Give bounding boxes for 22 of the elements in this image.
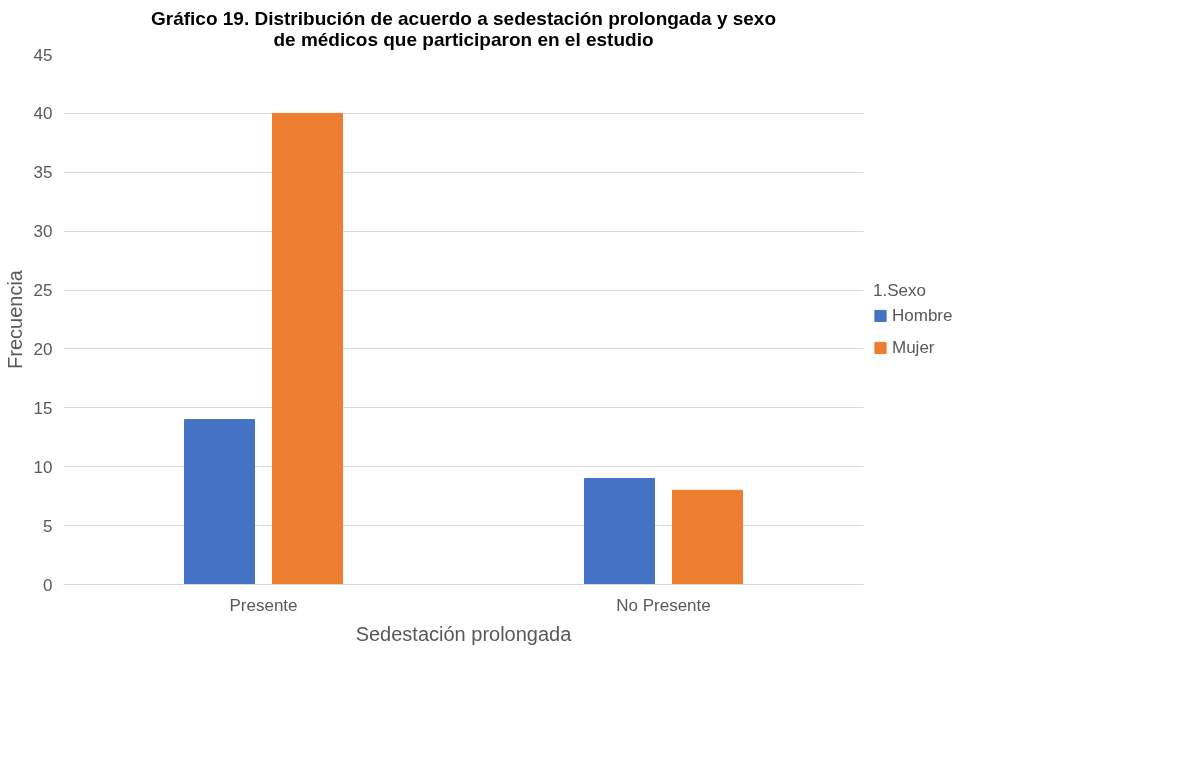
bar [672, 489, 743, 585]
x-axis-title: Sedestación prolongada [355, 622, 573, 645]
x-tick-label: No Presente [616, 595, 711, 615]
legend-label: Mujer [892, 337, 935, 358]
y-axis-title: Frecuencia [3, 269, 26, 369]
chart-title: Gráfico 19. Distribución de acuerdo a sedestación prolongada y sexo de médicos que participaron en el estudio [150, 7, 777, 50]
x-tick-label: Presente [229, 595, 298, 615]
y-tick-label: 10 [33, 457, 53, 477]
y-tick-label: 0 [43, 575, 53, 595]
bar [584, 478, 655, 585]
y-tick-label: 5 [43, 516, 53, 536]
y-tick-label: 25 [33, 281, 53, 301]
y-tick-label: 35 [33, 163, 53, 183]
y-tick-label: 15 [33, 398, 53, 418]
y-tick-label: 20 [33, 339, 53, 359]
legend-title: 1.Sexo [873, 280, 927, 301]
legend-label: Hombre [892, 305, 953, 326]
y-tick-label: 45 [33, 45, 53, 65]
bar [184, 419, 255, 585]
bar [272, 112, 343, 585]
y-tick-label: 30 [33, 222, 53, 242]
y-tick-label: 40 [33, 104, 53, 124]
